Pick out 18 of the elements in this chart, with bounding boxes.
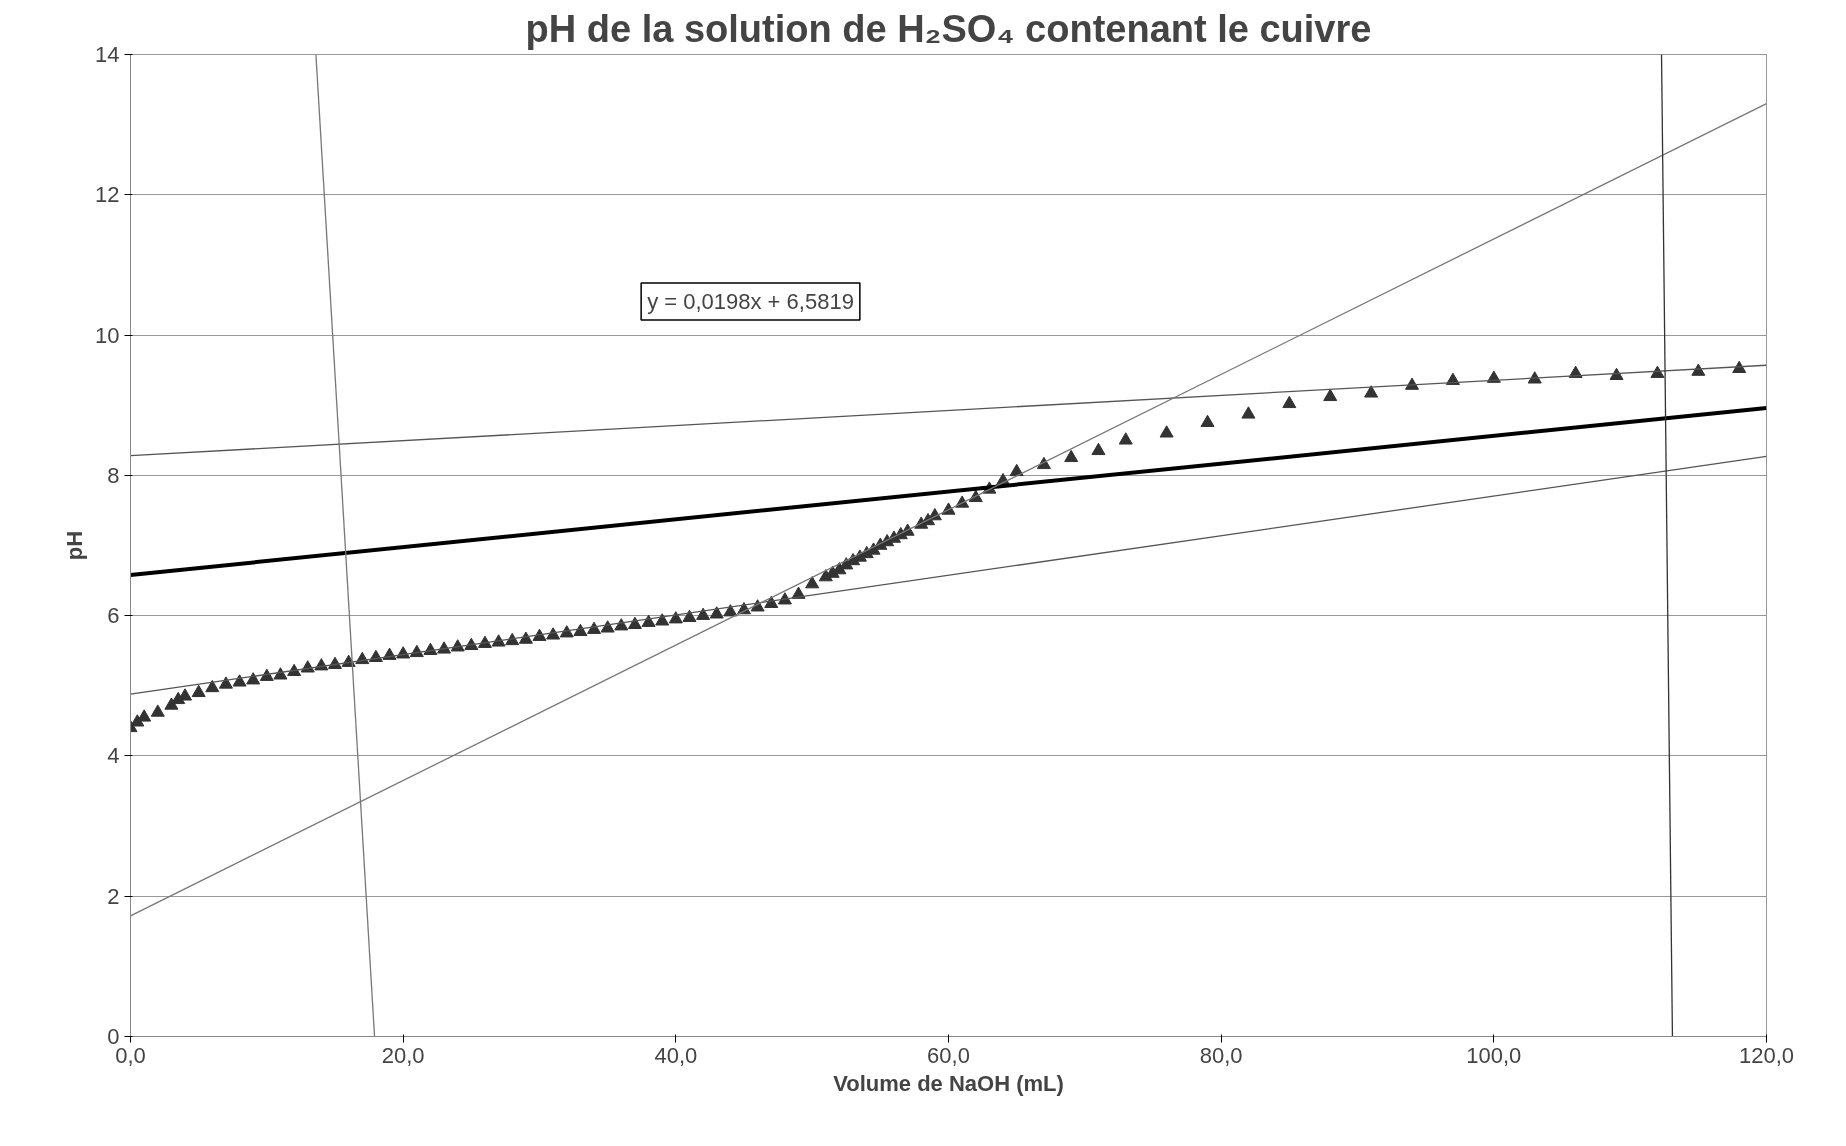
y-tick-label: 4: [107, 743, 120, 769]
x-tick-label: 80,0: [1199, 1042, 1243, 1068]
y-tick-label: 2: [107, 883, 120, 909]
y-tick-label: 14: [95, 42, 120, 67]
y-axis-title: pH: [62, 530, 88, 561]
x-tick-label: 120,0: [1738, 1042, 1795, 1068]
x-tick-label: 60,0: [927, 1042, 970, 1068]
y-tick-label: 0: [107, 1024, 120, 1049]
x-tick-label: 40,0: [654, 1042, 698, 1068]
x-axis-title: Volume de NaOH (mL): [833, 1070, 1064, 1096]
y-tick-label: 12: [95, 182, 120, 208]
y-tick-label: 6: [107, 603, 120, 629]
chart-title: pH de la solution de H₂SO₄ contenant le cuivre: [525, 7, 1372, 50]
x-tick-label: 20,0: [381, 1042, 425, 1068]
y-tick-label: 10: [95, 322, 120, 348]
y-tick-label: 8: [107, 462, 120, 488]
x-tick-label: 100,0: [1466, 1042, 1522, 1068]
annotation: y = 0,0198x + 6,5819: [647, 289, 854, 314]
